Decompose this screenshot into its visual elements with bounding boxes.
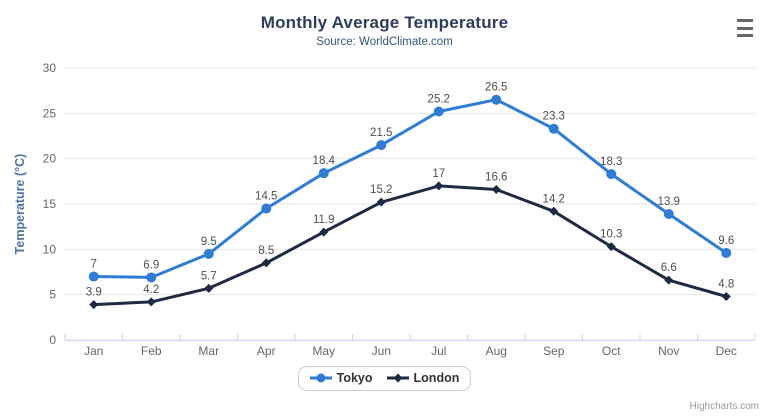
legend: Tokyo London: [0, 366, 769, 391]
london-point-marker[interactable]: [89, 300, 99, 310]
tokyo-point-marker[interactable]: [88, 271, 99, 282]
y-axis-label: 5: [49, 288, 56, 302]
london-point-marker[interactable]: [319, 227, 329, 237]
x-axis-label: Aug: [486, 344, 507, 358]
tokyo-point-marker[interactable]: [606, 169, 617, 180]
london-data-label: 11.9: [313, 214, 335, 226]
tokyo-data-label: 9.5: [201, 236, 217, 248]
tokyo-legend-marker-icon: [309, 373, 332, 383]
x-axis-label: May: [312, 344, 335, 358]
y-axis-label: 15: [43, 197, 57, 211]
london-point-marker[interactable]: [261, 258, 271, 268]
tokyo-data-label: 6.9: [143, 259, 159, 271]
legend-item-london[interactable]: London: [386, 371, 460, 385]
x-axis-label: Jun: [372, 344, 391, 358]
tokyo-data-label: 18.3: [600, 156, 622, 168]
london-point-marker[interactable]: [606, 242, 616, 252]
london-data-label: 5.7: [201, 270, 217, 282]
london-data-label: 6.6: [661, 262, 677, 274]
london-data-label: 17: [432, 168, 445, 180]
y-axis-label: 10: [43, 242, 57, 256]
tokyo-point-marker[interactable]: [318, 168, 329, 179]
chart-title: Monthly Average Temperature: [260, 13, 509, 32]
tokyo-series-line[interactable]: [93, 98, 728, 279]
x-axis-label: Sep: [543, 344, 565, 358]
london-data-label: 4.8: [718, 278, 734, 290]
london-data-label: 16.6: [485, 171, 507, 183]
legend-item-tokyo[interactable]: Tokyo: [309, 371, 373, 385]
tokyo-data-label: 25.2: [428, 94, 450, 106]
london-data-label: 15.2: [370, 184, 392, 196]
hamburger-bar: [737, 34, 753, 37]
tokyo-point-marker[interactable]: [433, 106, 444, 117]
tokyo-point-marker[interactable]: [203, 248, 214, 259]
x-axis-label: Apr: [257, 344, 276, 358]
x-axis-label: Jan: [84, 344, 103, 358]
legend-label-london: London: [413, 371, 460, 385]
london-point-marker[interactable]: [146, 297, 156, 307]
y-axis-label: 20: [43, 152, 57, 166]
tokyo-data-label: 13.9: [658, 196, 680, 208]
hamburger-bar: [737, 26, 753, 30]
y-axis-label: 30: [43, 61, 57, 75]
tokyo-point-marker[interactable]: [548, 123, 559, 134]
chart-subtitle: Source: WorldClimate.com: [316, 36, 453, 48]
tokyo-data-label: 26.5: [485, 82, 507, 94]
london-point-marker[interactable]: [434, 181, 444, 191]
tokyo-point-marker[interactable]: [261, 203, 272, 214]
tokyo-point-marker[interactable]: [376, 140, 387, 151]
y-axis-label: 25: [43, 106, 57, 120]
x-axis-label: Nov: [658, 344, 679, 358]
london-legend-marker-icon: [386, 373, 409, 383]
london-point-marker[interactable]: [549, 206, 559, 216]
london-data-label: 8.5: [258, 245, 274, 257]
highcharts-credits-link[interactable]: Highcharts.com: [689, 401, 759, 412]
tokyo-point-marker[interactable]: [491, 94, 502, 105]
hamburger-bar: [737, 19, 753, 22]
y-axis-label: 0: [49, 333, 56, 347]
tokyo-data-label: 9.6: [718, 235, 734, 247]
tokyo-point-marker[interactable]: [663, 208, 674, 219]
london-point-marker[interactable]: [664, 275, 674, 285]
x-axis-label: Oct: [602, 344, 621, 358]
london-point-marker[interactable]: [491, 184, 501, 194]
tokyo-point-marker[interactable]: [146, 272, 157, 283]
tokyo-data-label: 18.4: [313, 155, 336, 167]
london-point-marker[interactable]: [721, 291, 731, 301]
tokyo-data-label: 21.5: [370, 127, 392, 139]
london-point-marker[interactable]: [376, 197, 386, 207]
legend-box: Tokyo London: [297, 366, 472, 391]
tokyo-data-label: 14.5: [255, 191, 277, 203]
london-data-label: 4.2: [143, 284, 159, 296]
x-axis-label: Mar: [198, 344, 219, 358]
x-axis-label: Jul: [431, 344, 446, 358]
london-series-line[interactable]: [93, 184, 727, 307]
london-data-label: 3.9: [86, 287, 102, 299]
london-point-marker[interactable]: [204, 283, 214, 293]
london-data-label: 10.3: [600, 229, 622, 241]
x-axis-label: Dec: [716, 344, 737, 358]
tokyo-point-marker[interactable]: [721, 247, 732, 258]
london-data-label: 14.2: [543, 193, 565, 205]
x-axis-label: Feb: [141, 344, 162, 358]
export-menu-icon[interactable]: [733, 18, 757, 38]
tokyo-data-label: 7: [91, 259, 97, 271]
tokyo-data-label: 23.3: [543, 111, 565, 123]
legend-label-tokyo: Tokyo: [336, 371, 373, 385]
